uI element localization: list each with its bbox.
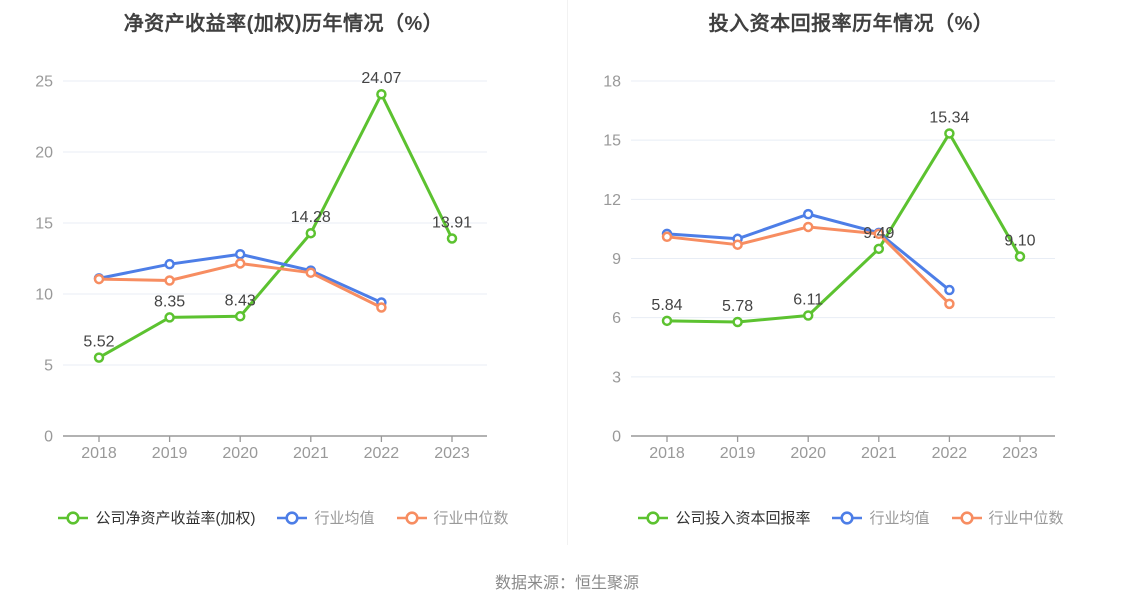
data-point-company[interactable] (234, 311, 246, 322)
data-point-company[interactable] (873, 243, 885, 255)
series-line-company (665, 131, 1022, 324)
x-tick-label: 2023 (434, 445, 470, 462)
legend-line-marker-icon (832, 510, 863, 525)
x-tick-label: 2018 (81, 445, 117, 462)
y-tick-label: 15 (603, 133, 621, 150)
data-point-company[interactable] (1014, 251, 1026, 262)
x-tick-label: 2021 (861, 445, 897, 462)
data-point-company[interactable] (944, 128, 955, 139)
y-tick-label: 15 (35, 216, 53, 233)
x-tick-label: 2020 (222, 445, 258, 462)
y-tick-label: 10 (35, 287, 53, 304)
data-point-industry_avg[interactable] (234, 248, 246, 260)
data-point-industry_avg[interactable] (164, 258, 175, 270)
legend-ring (840, 510, 855, 525)
x-tick-label: 2019 (720, 445, 756, 462)
legend-line-marker-icon (638, 510, 669, 525)
data-point-company[interactable] (93, 352, 105, 363)
data-point-industry_median[interactable] (234, 258, 246, 269)
data-point-industry_median[interactable] (376, 302, 387, 313)
data-point-industry_median[interactable] (93, 273, 105, 285)
legend-ring (66, 510, 81, 525)
y-tick-label: 12 (603, 192, 621, 209)
data-point-industry_median[interactable] (164, 275, 175, 286)
y-tick-label: 25 (35, 74, 53, 91)
value-label: 6.11 (793, 291, 823, 308)
legend-item-company[interactable]: 公司投入资本回报率 (638, 507, 810, 528)
data-point-industry_median[interactable] (305, 267, 317, 278)
x-tick-label: 2022 (364, 445, 400, 462)
legend-ring (404, 510, 419, 525)
value-label: 24.07 (361, 70, 401, 87)
data-point-industry_median[interactable] (802, 221, 814, 233)
legend-label: 行业均值 (869, 510, 930, 527)
value-label: 14.28 (291, 209, 331, 226)
value-label: 9.49 (863, 225, 894, 242)
legend-label: 公司投入资本回报率 (675, 510, 811, 527)
legend-line-marker-icon (396, 510, 427, 525)
legend-ring (959, 510, 974, 525)
legend-item-industry_median[interactable]: 行业中位数 (396, 507, 509, 528)
y-tick-label: 20 (35, 145, 53, 162)
value-label: 8.35 (154, 293, 185, 310)
roic-legend: 公司投入资本回报率 行业均值 行业中位数 (568, 507, 1134, 528)
legend-ring (646, 510, 661, 525)
legend-line-marker-icon (58, 510, 89, 525)
y-tick-label: 18 (603, 74, 621, 91)
value-label: 9.10 (1004, 233, 1035, 250)
legend-label: 行业中位数 (433, 510, 509, 527)
legend-label: 行业中位数 (988, 510, 1064, 527)
value-label: 8.43 (225, 292, 256, 309)
data-point-company[interactable] (305, 227, 317, 239)
y-tick-label: 6 (612, 310, 621, 327)
y-tick-label: 3 (612, 369, 621, 386)
legend-label: 公司净资产收益率(加权) (95, 510, 256, 527)
data-point-company[interactable] (164, 312, 175, 323)
x-tick-label: 2023 (1002, 445, 1038, 462)
data-point-company[interactable] (661, 315, 673, 327)
value-label: 5.52 (83, 334, 114, 351)
roe-plot: 0 5 10 15 20 25 2018 2019 2020 2021 2022 2023 5.52 8.… (35, 70, 487, 462)
data-point-company[interactable] (446, 233, 458, 244)
roic-chart-title: 投入资本回报率历年情况（%） (708, 13, 994, 35)
x-tick-label: 2021 (293, 445, 329, 462)
data-point-industry_avg[interactable] (802, 208, 814, 220)
value-label: 5.78 (722, 298, 753, 315)
legend-label: 行业均值 (314, 510, 375, 527)
y-tick-label: 0 (44, 429, 53, 446)
x-tick-label: 2020 (790, 445, 826, 462)
data-point-company[interactable] (732, 316, 743, 328)
legend-item-industry_avg[interactable]: 行业均值 (832, 507, 930, 528)
x-tick-label: 2019 (152, 445, 188, 462)
legend-item-industry_median[interactable]: 行业中位数 (951, 507, 1064, 528)
roic-plot: 0 3 6 9 12 15 18 2018 2019 2020 2021 2022 2023 5.84 5.… (603, 74, 1055, 462)
data-point-industry_median[interactable] (944, 298, 955, 310)
y-tick-label: 5 (44, 358, 53, 375)
legend-line-marker-icon (951, 510, 982, 525)
roe-legend: 公司净资产收益率(加权) 行业均值 行业中位数 (0, 507, 567, 528)
x-tick-label: 2022 (932, 445, 968, 462)
legend-line-marker-icon (277, 510, 308, 525)
data-point-industry_median[interactable] (732, 239, 743, 250)
data-point-industry_median[interactable] (873, 228, 885, 240)
legend-ring (285, 510, 300, 525)
x-tick-label: 2018 (649, 445, 685, 462)
value-label: 15.34 (929, 109, 969, 126)
roic-chart-panel: 投入资本回报率历年情况（%） 0 3 6 9 12 15 18 2018 2019 2020 202… (567, 0, 1134, 545)
data-point-company[interactable] (376, 88, 387, 100)
series-line-company (97, 92, 454, 360)
roe-chart-panel: 净资产收益率(加权)历年情况（%） 0 5 10 15 20 25 2018 2019 2020… (0, 0, 567, 545)
data-point-industry_median[interactable] (661, 231, 673, 243)
legend-item-company[interactable]: 公司净资产收益率(加权) (58, 507, 255, 528)
roe-chart-title: 净资产收益率(加权)历年情况（%） (123, 13, 444, 35)
y-tick-label: 9 (612, 251, 621, 268)
data-point-company[interactable] (802, 310, 814, 321)
y-tick-label: 0 (612, 429, 621, 446)
value-label: 13.91 (432, 214, 472, 231)
value-label: 5.84 (651, 297, 682, 314)
legend-item-industry_avg[interactable]: 行业均值 (277, 507, 375, 528)
data-point-industry_avg[interactable] (944, 284, 955, 296)
data-source-note: 数据来源：恒生聚源 (494, 575, 639, 592)
